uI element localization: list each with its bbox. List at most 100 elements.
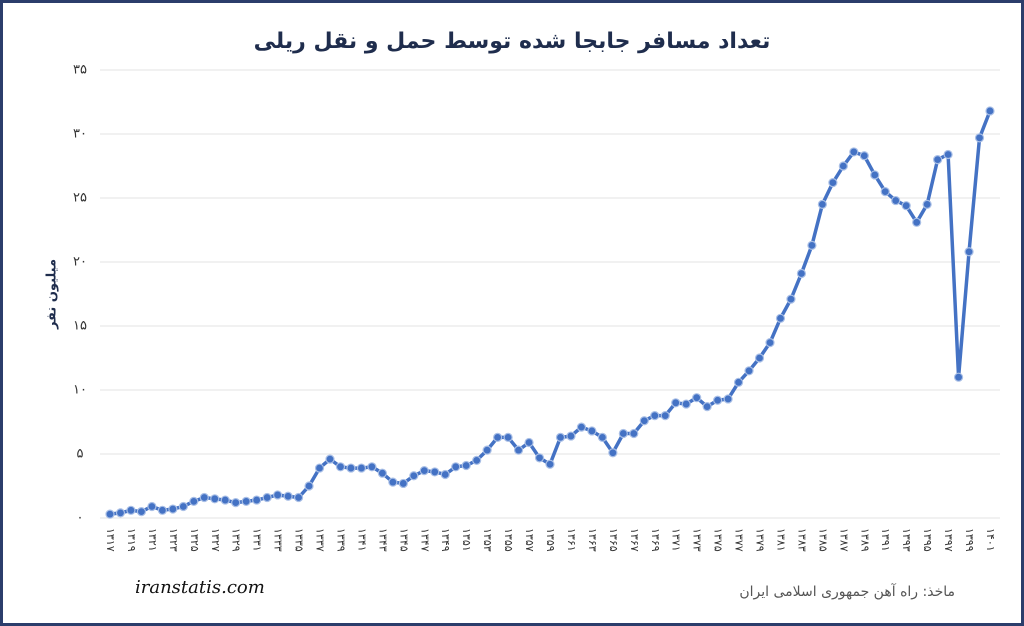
point: [115, 508, 126, 518]
point: [838, 161, 848, 171]
point: [618, 428, 628, 439]
y-tick-label: ۵: [77, 447, 84, 462]
x-tick-label: ۱۳۶۷: [628, 528, 641, 552]
point: [314, 463, 325, 473]
point: [304, 481, 314, 491]
point: [220, 495, 230, 505]
point: [419, 466, 429, 476]
y-tick-label: ۰: [77, 511, 84, 526]
point: [136, 507, 147, 517]
x-tick-label: ۱۳۲۹: [230, 528, 243, 552]
chart-title: تعداد مسافر جابجا شده توسط حمل و نقل ریل…: [254, 29, 771, 54]
point: [597, 432, 607, 442]
point: [241, 496, 251, 506]
point: [440, 469, 450, 480]
point: [545, 459, 555, 469]
x-tick-label: ۱۳۷۹: [754, 528, 767, 552]
point: [503, 432, 513, 442]
x-tick-label: ۱۳۲۳: [167, 528, 180, 552]
x-tick-label: ۱۳۵۱: [460, 528, 473, 552]
x-tick-label: ۱۳۳۱: [251, 528, 264, 552]
point: [126, 505, 136, 515]
x-tick-label: ۱۳۳۷: [314, 528, 327, 552]
x-tick-label: ۱۳۷۱: [670, 528, 683, 552]
x-tick-label: ۱۳۳۵: [293, 528, 306, 552]
point: [346, 463, 356, 473]
point: [409, 471, 419, 481]
x-tick-label: ۱۳۹۵: [921, 528, 934, 552]
x-tick-label: ۱۳۴۳: [376, 528, 389, 552]
point: [702, 402, 712, 412]
point: [524, 437, 534, 448]
x-tick-label: ۱۳۹۹: [963, 528, 976, 552]
point: [901, 201, 911, 211]
point: [891, 195, 901, 206]
point: [210, 494, 220, 504]
point: [430, 467, 440, 477]
point: [974, 133, 985, 143]
point: [849, 147, 859, 157]
y-tick-label: ۱۵: [73, 319, 87, 334]
x-tick-label: ۱۳۹۷: [942, 528, 955, 552]
point: [262, 492, 272, 503]
point: [775, 313, 786, 323]
point: [231, 498, 241, 508]
y-tick-label: ۱۰: [73, 383, 87, 398]
point: [744, 366, 754, 376]
point: [576, 422, 587, 432]
point: [513, 445, 524, 455]
source: ماخذ: راه آهن جمهوری اسلامی ایران: [739, 583, 955, 600]
point: [377, 468, 387, 478]
point: [199, 492, 209, 503]
point: [828, 178, 838, 188]
point: [650, 411, 660, 421]
y-tick-label: ۲۰: [73, 255, 87, 270]
x-tick-label: ۱۳۸۷: [837, 528, 850, 552]
point: [325, 454, 335, 464]
x-tick-label: ۱۳۶۱: [565, 528, 578, 552]
x-tick-label: ۱۳۸۱: [774, 528, 787, 552]
point: [168, 504, 178, 514]
point: [388, 477, 398, 487]
point: [293, 492, 304, 503]
point: [953, 372, 964, 382]
point: [356, 463, 367, 473]
x-tick-label: ۱۳۲۵: [188, 528, 201, 552]
point: [964, 247, 974, 257]
point: [692, 393, 702, 403]
point: [681, 399, 691, 409]
x-tick-label: ۱۳۵۵: [502, 528, 515, 552]
point: [105, 509, 115, 519]
point: [472, 455, 482, 465]
x-tick-label: ۱۳۵۳: [481, 528, 494, 552]
y-tick-label: ۳۵: [73, 63, 87, 78]
point: [807, 240, 817, 250]
point: [587, 426, 597, 436]
point: [933, 155, 943, 165]
x-tick-label: ۱۳۴۵: [397, 528, 410, 552]
point: [335, 462, 346, 472]
x-tick-label: ۱۳۹۳: [900, 528, 913, 552]
x-tick-label: ۱۳۸۵: [816, 528, 829, 552]
x-tick-label: ۱۳۷۵: [712, 528, 725, 552]
x-tick-label: ۱۳۹۱: [879, 528, 892, 552]
point: [859, 151, 869, 161]
x-tick-label: ۱۳۸۳: [795, 528, 808, 552]
x-tick-label: ۱۳۵۹: [544, 528, 557, 552]
point: [639, 416, 649, 426]
x-tick-label: ۱۳۵۷: [523, 528, 536, 552]
point: [283, 491, 293, 501]
x-tick-label: ۱۳۶۵: [607, 528, 620, 552]
point: [608, 448, 618, 458]
point: [482, 445, 492, 455]
point: [765, 338, 775, 348]
x-tick-label: ۱۳۸۹: [858, 528, 871, 552]
x-tick-label: ۱۳۲۱: [146, 528, 159, 552]
point: [922, 199, 932, 209]
point: [671, 398, 681, 408]
point: [817, 199, 827, 209]
point: [555, 432, 566, 442]
point: [733, 377, 744, 387]
